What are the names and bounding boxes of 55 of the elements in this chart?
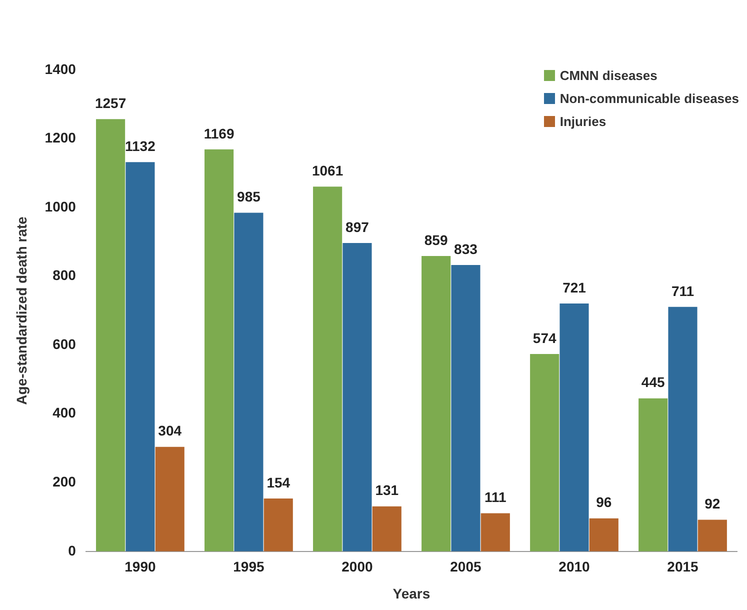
y-tick-label: 200 — [52, 473, 76, 490]
data-label: 1061 — [312, 162, 344, 178]
x-tick-label: 2010 — [558, 558, 590, 575]
data-label: 711 — [671, 282, 694, 299]
y-tick-label: 0 — [68, 542, 76, 558]
data-label: 833 — [454, 240, 478, 257]
y-tick-label: 800 — [52, 267, 76, 284]
bar — [342, 242, 372, 552]
y-tick-label: 1200 — [44, 130, 76, 146]
x-tick-label: 1995 — [233, 558, 264, 575]
bar — [234, 212, 264, 552]
data-label: 897 — [346, 218, 370, 235]
data-label: 859 — [424, 232, 448, 248]
bar — [126, 162, 155, 552]
y-tick-label: 1000 — [44, 198, 76, 214]
bar — [155, 446, 184, 552]
bar — [480, 513, 510, 552]
x-tick-label: 2000 — [342, 558, 373, 575]
bar — [698, 520, 727, 552]
bar — [264, 498, 293, 552]
bar — [589, 518, 618, 552]
bar — [668, 306, 698, 552]
data-label: 1257 — [94, 95, 126, 112]
bar — [560, 303, 589, 552]
x-axis-title: Years — [392, 585, 430, 602]
legend-label: Injuries — [560, 114, 606, 129]
bar — [451, 264, 480, 552]
data-label: 445 — [641, 374, 665, 390]
bar — [422, 256, 451, 552]
data-label: 154 — [266, 474, 290, 490]
y-axis-title: Age-standardized death rate — [13, 216, 30, 405]
legend-label: Non-communicable diseases — [560, 91, 739, 106]
bar — [372, 506, 402, 552]
data-label: 574 — [532, 330, 556, 346]
x-tick-label: 1990 — [124, 558, 156, 575]
x-tick-label: 2005 — [450, 558, 482, 575]
bar — [313, 186, 342, 552]
x-tick-label: 2015 — [667, 558, 699, 575]
bar — [204, 149, 234, 552]
y-tick-label: 400 — [52, 404, 76, 421]
data-label: 111 — [484, 489, 506, 506]
y-tick-label: 600 — [52, 336, 76, 352]
bar — [96, 119, 126, 552]
data-label: 1132 — [125, 138, 156, 154]
data-label: 985 — [237, 188, 261, 205]
bar — [530, 354, 560, 552]
data-label: 1169 — [204, 125, 234, 142]
data-label: 721 — [562, 279, 586, 296]
y-tick-label: 1400 — [44, 60, 76, 77]
data-label: 131 — [375, 482, 399, 498]
bar — [638, 398, 668, 552]
data-label: 304 — [158, 422, 182, 439]
data-label: 96 — [596, 494, 612, 510]
data-label: 92 — [704, 496, 720, 512]
legend-label: CMNN diseases — [560, 68, 658, 83]
